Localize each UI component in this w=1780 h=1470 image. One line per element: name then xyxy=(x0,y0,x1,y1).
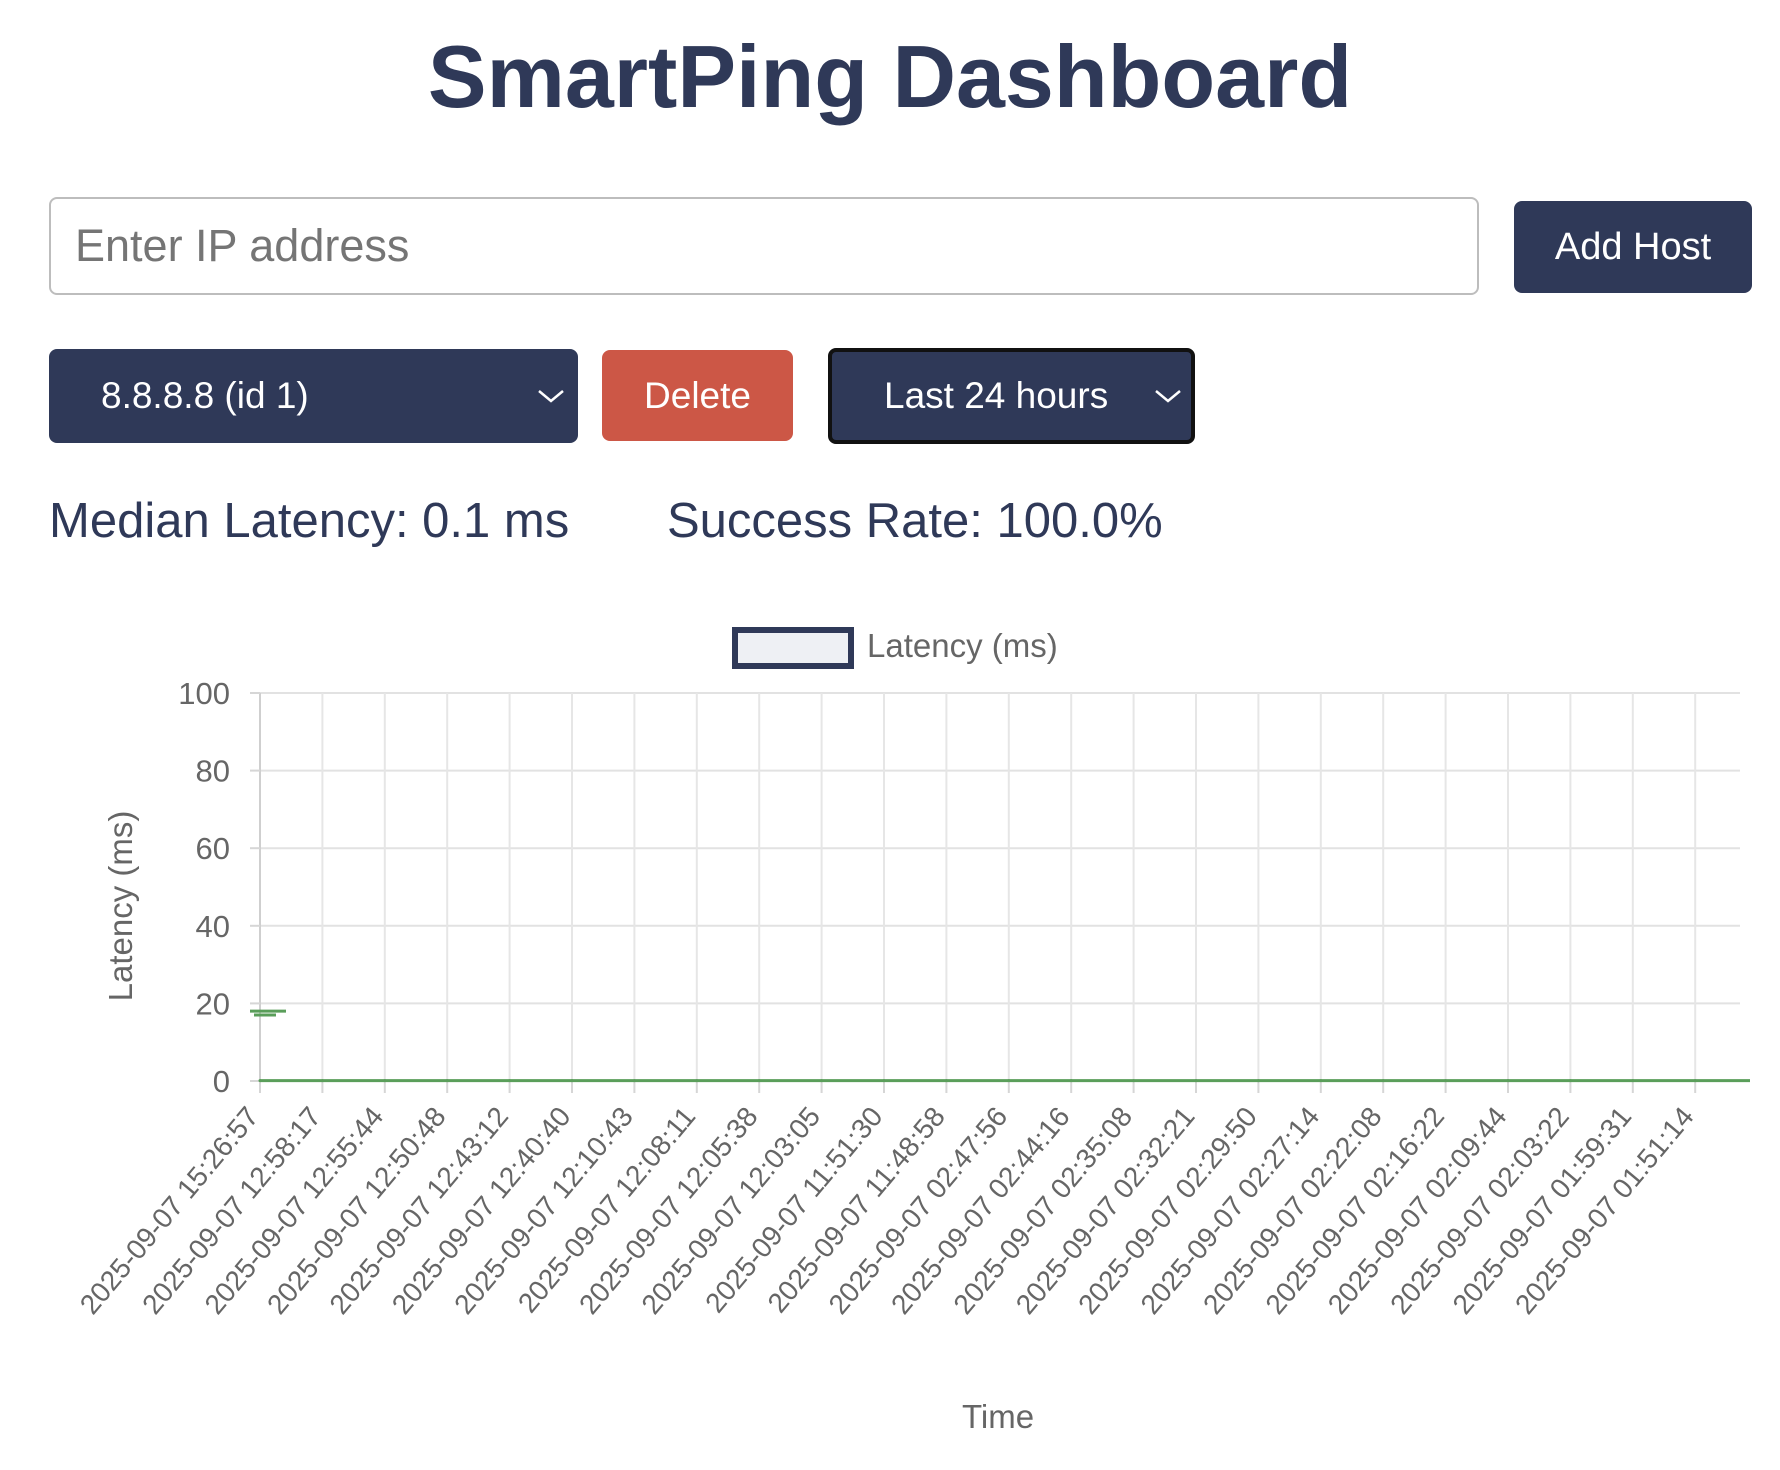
host-select[interactable]: 8.8.8.8 (id 1) xyxy=(49,349,578,443)
series-layer xyxy=(250,1009,1750,1083)
delete-button[interactable]: Delete xyxy=(602,350,793,441)
data-point xyxy=(1631,1079,1635,1083)
time-range-select[interactable]: Last 24 hours xyxy=(828,348,1195,444)
x-axis-title: Time xyxy=(962,1398,1034,1435)
data-point xyxy=(944,1079,948,1083)
data-point xyxy=(1568,1079,1572,1083)
data-point xyxy=(1132,1079,1136,1083)
data-point xyxy=(1506,1079,1510,1083)
chevron-down-icon xyxy=(1155,390,1181,403)
chart-grid xyxy=(259,692,1740,1082)
data-point xyxy=(1069,1079,1073,1083)
legend-swatch xyxy=(732,627,854,669)
data-point xyxy=(1693,1079,1697,1083)
chart-legend[interactable]: Latency (ms) xyxy=(732,627,1058,669)
data-point xyxy=(632,1079,636,1083)
data-point xyxy=(1444,1079,1448,1083)
legend-label: Latency (ms) xyxy=(867,627,1058,664)
data-point xyxy=(1256,1079,1260,1083)
y-tick-label: 0 xyxy=(213,1064,230,1099)
data-point xyxy=(695,1079,699,1083)
ip-address-input[interactable] xyxy=(49,197,1479,295)
median-latency-stat: Median Latency: 0.1 ms xyxy=(49,494,570,548)
data-point xyxy=(882,1079,886,1083)
host-select-value: 8.8.8.8 (id 1) xyxy=(101,375,309,416)
data-point xyxy=(757,1079,761,1083)
y-tick-label: 80 xyxy=(196,754,230,789)
data-point xyxy=(820,1079,824,1083)
time-range-select-value: Last 24 hours xyxy=(884,375,1109,416)
data-point xyxy=(1007,1079,1011,1083)
data-point xyxy=(445,1079,449,1083)
y-tick-label: 100 xyxy=(178,676,230,711)
data-point xyxy=(320,1079,324,1083)
success-rate-stat: Success Rate: 100.0% xyxy=(667,494,1163,548)
data-point xyxy=(1381,1079,1385,1083)
data-point xyxy=(508,1079,512,1083)
y-tick-label: 20 xyxy=(196,986,230,1021)
data-point xyxy=(1319,1079,1323,1083)
y-axis: 0 20 40 60 80 100 xyxy=(178,676,260,1099)
data-point xyxy=(383,1079,387,1083)
latency-chart: 0 20 40 60 80 100 2025-09-07 15:26:572025-09-… xyxy=(74,627,1750,1435)
y-axis-title: Latency (ms) xyxy=(102,811,139,1002)
chevron-down-icon xyxy=(538,390,564,403)
data-point xyxy=(570,1079,574,1083)
y-tick-label: 60 xyxy=(196,831,230,866)
add-host-button[interactable]: Add Host xyxy=(1514,201,1752,293)
data-point xyxy=(1194,1079,1198,1083)
data-point xyxy=(258,1079,262,1083)
page-title: SmartPing Dashboard xyxy=(427,27,1353,126)
y-tick-label: 40 xyxy=(196,909,230,944)
